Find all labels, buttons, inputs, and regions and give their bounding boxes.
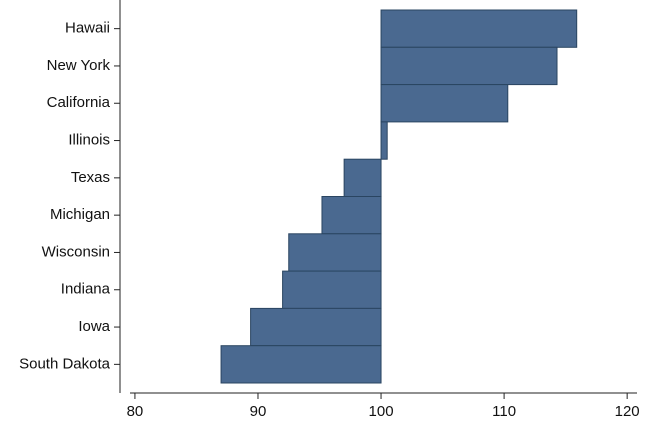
x-tick-label: 100 [369, 403, 394, 420]
bar [282, 270, 382, 309]
y-tick-label: New York [47, 57, 111, 74]
bar [250, 307, 382, 347]
bar [321, 196, 382, 235]
y-tick-label: Indiana [61, 281, 111, 298]
y-tick-label: Hawaii [65, 20, 110, 37]
bar [380, 121, 388, 160]
x-tick-label: 110 [492, 403, 516, 420]
bar [380, 9, 578, 48]
y-tick-label: Iowa [78, 318, 110, 335]
bar [380, 46, 558, 86]
x-tick-label: 80 [127, 403, 144, 420]
bar [380, 84, 509, 123]
bar [288, 233, 382, 272]
y-tick-label: Illinois [68, 132, 110, 149]
y-tick-label: South Dakota [19, 355, 111, 372]
x-tick-label: 90 [250, 403, 267, 420]
y-tick-label: California [47, 94, 111, 111]
y-tick-label: Michigan [50, 206, 110, 223]
y-tick-label: Texas [71, 169, 110, 186]
bar [220, 345, 382, 384]
y-tick-label: Wisconsin [42, 243, 110, 260]
bar [343, 158, 382, 197]
x-tick-label: 120 [615, 403, 640, 420]
